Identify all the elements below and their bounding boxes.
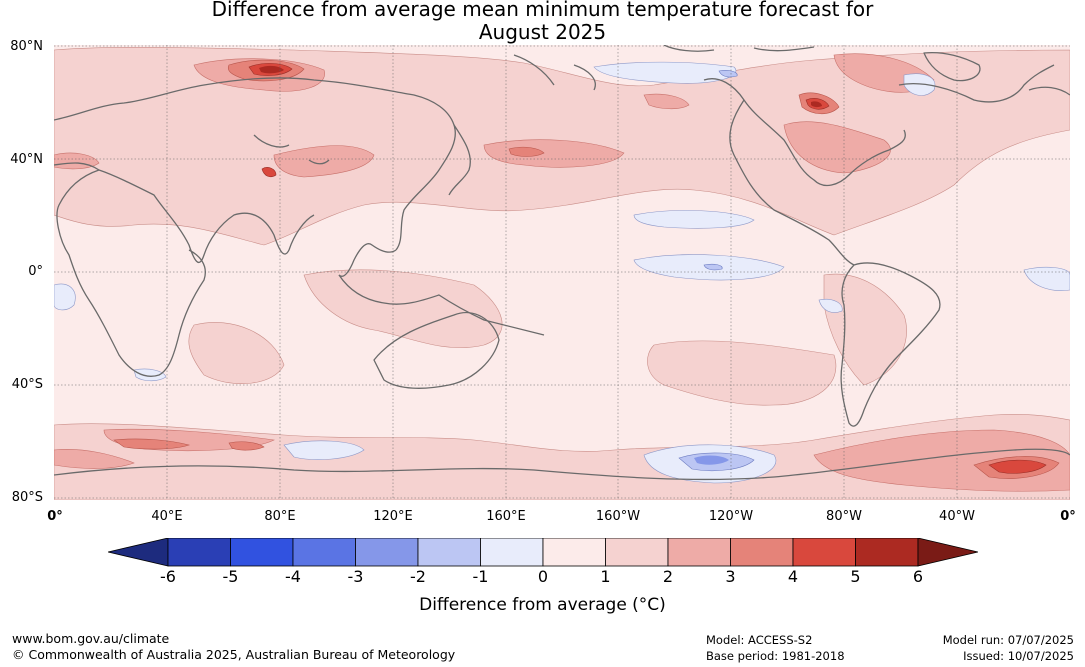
colorbar-cell (730, 538, 794, 567)
colorbar-tick-label: 0 (537, 567, 549, 586)
colorbar-tick-label: -1 (472, 567, 489, 586)
colorbar-extend-low (108, 538, 169, 567)
anomaly-zone-minus-1-to-0 (54, 61, 1070, 484)
colorbar-cell (667, 538, 731, 567)
title-line-1: Difference from average mean minimum tem… (211, 0, 874, 21)
lon-label-80w: 80°W (826, 509, 862, 524)
footer-model-run: Model run: 07/07/2025 (942, 633, 1074, 647)
colorbar-cell (230, 538, 294, 567)
temperature-anomaly-map (54, 45, 1070, 500)
footer-base-period: Base period: 1981-2018 (706, 649, 845, 663)
title-line-2: August 2025 (478, 20, 607, 44)
colorbar-tick-label: 1 (600, 567, 611, 586)
colorbar-tick-label: -2 (410, 567, 426, 586)
lon-label-120e: 120°E (373, 509, 413, 524)
colorbar-tick-label: 5 (850, 567, 861, 586)
lon-label-40w: 40°W (939, 509, 975, 524)
anomaly-zone-plus-5-to-6 (259, 65, 822, 108)
colorbar-tick-label: -4 (285, 567, 301, 586)
colorbar-cells (108, 538, 978, 567)
colorbar-tick-label: -5 (222, 567, 239, 586)
footer-copyright: © Commonwealth of Australia 2025, Austra… (12, 647, 456, 662)
colorbar-cell (292, 538, 356, 567)
lat-label-80n: 80°N (10, 39, 43, 54)
lon-label-0-left: 0° (47, 509, 63, 524)
colorbar-tick-label: -6 (160, 567, 176, 586)
map-title: Difference from average mean minimum tem… (0, 0, 1085, 44)
lat-label-40s: 40°S (11, 377, 43, 392)
colorbar-tick-label: 4 (787, 567, 799, 586)
colorbar-cell (417, 538, 481, 567)
lon-label-160w: 160°W (595, 509, 641, 524)
graticule (54, 45, 1070, 500)
lat-label-40n: 40°N (10, 152, 43, 167)
lon-label-80e: 80°E (264, 509, 296, 524)
lon-label-40e: 40°E (151, 509, 183, 524)
lon-label-160e: 160°E (486, 509, 526, 524)
colorbar-tick-label: -3 (347, 567, 364, 586)
lon-label-0-right: 0° (1060, 509, 1076, 524)
colorbar-cell (167, 538, 231, 567)
coastlines (54, 45, 1070, 481)
colorbar-label: Difference from average (°C) (419, 595, 666, 615)
anomaly-zone-minus-3-to-2 (694, 455, 729, 465)
colorbar-cell (355, 538, 419, 567)
lat-label-80s: 80°S (11, 490, 43, 505)
colorbar-cell (605, 538, 669, 567)
lat-label-0: 0° (28, 264, 43, 279)
lon-label-120w: 120°W (708, 509, 754, 524)
colorbar-cell (792, 538, 856, 567)
colorbar-tick-label: 3 (725, 567, 736, 586)
colorbar-cell (480, 538, 544, 567)
footer-url: www.bom.gov.au/climate (12, 631, 170, 646)
footer-issued: Issued: 10/07/2025 (963, 649, 1074, 663)
colorbar-cell (855, 538, 919, 567)
colorbar-tick-label: 2 (662, 567, 674, 586)
colorbar (108, 538, 978, 567)
colorbar-cell (542, 538, 606, 567)
colorbar-tick-label: 6 (912, 567, 924, 586)
colorbar-extend-high (917, 538, 978, 567)
footer-model: Model: ACCESS-S2 (706, 633, 813, 647)
